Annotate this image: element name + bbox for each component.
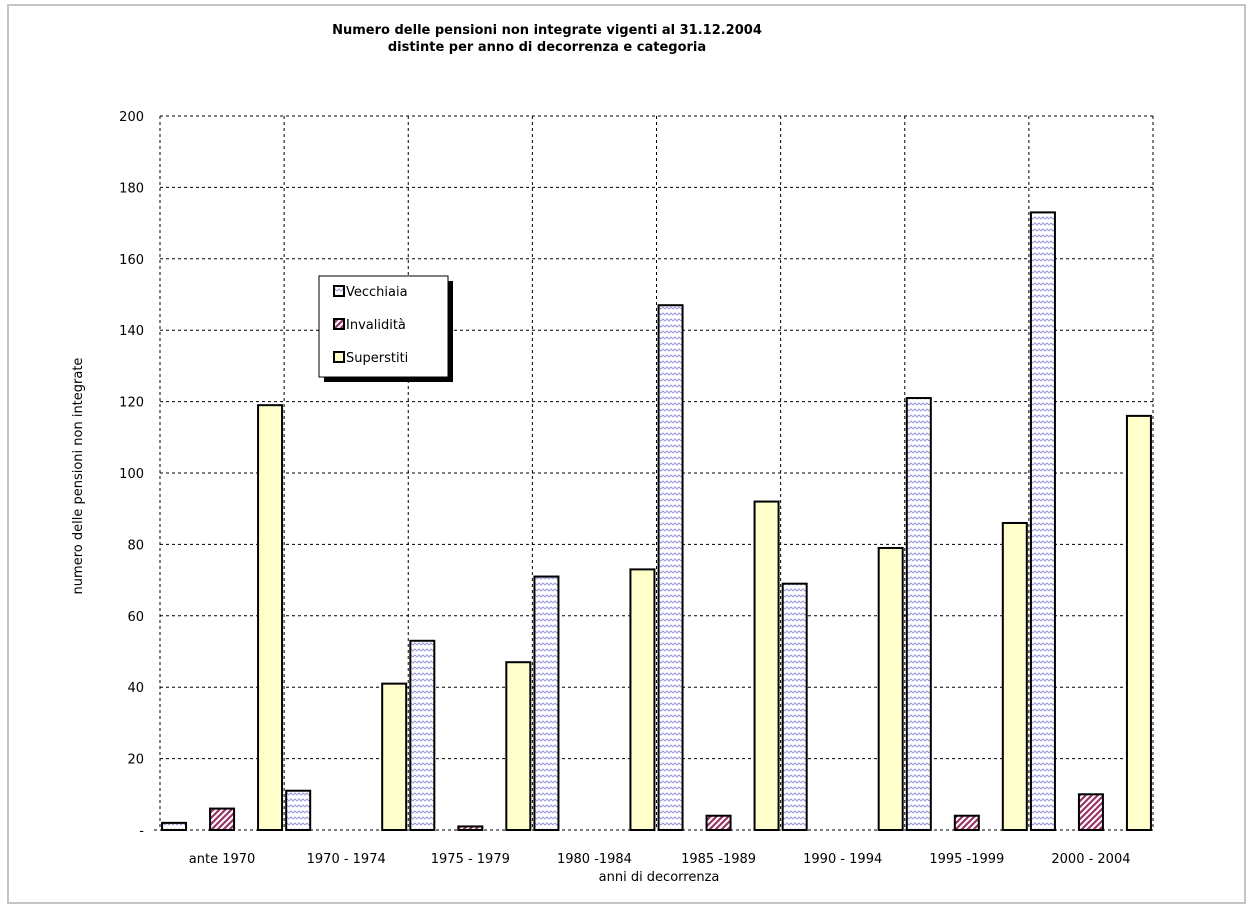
x-axis-label: anni di decorrenza xyxy=(599,870,720,885)
x-tick-label: 2000 - 2004 xyxy=(1051,852,1130,867)
bar-superstiti xyxy=(257,404,284,831)
x-tick-label: ante 1970 xyxy=(189,852,256,867)
chart-subtitle: distinte per anno di decorrenza e catego… xyxy=(388,40,706,55)
bar-superstiti xyxy=(877,546,904,831)
y-tick-label: 100 xyxy=(119,467,144,482)
y-tick-label: 180 xyxy=(119,181,144,196)
chart-frame: Numero delle pensioni non integrate vige… xyxy=(7,4,1246,904)
legend-label: Invalidità xyxy=(346,318,406,333)
y-tick-label: 160 xyxy=(119,253,144,268)
bar-invalidit xyxy=(705,814,732,831)
bar-superstiti xyxy=(1125,414,1152,831)
y-tick-label: 80 xyxy=(127,538,144,553)
y-tick-label: 20 xyxy=(127,753,144,768)
bar-vecchiaia xyxy=(905,397,932,831)
bar-superstiti xyxy=(1001,521,1028,831)
x-axis-ticks: ante 1970 1970 - 1974 1975 - 1979 1980 -198… xyxy=(189,852,1131,867)
x-tick-label: 1970 - 1974 xyxy=(307,852,386,867)
x-tick-label: 1990 - 1994 xyxy=(803,852,882,867)
chart-title: Numero delle pensioni non integrate vige… xyxy=(332,23,762,38)
y-axis-ticks: - 20 40 60 80 100 120 140 160 180 200 xyxy=(119,110,144,839)
legend-swatch xyxy=(333,351,345,363)
y-tick-label: - xyxy=(139,824,144,839)
legend-swatch xyxy=(333,285,345,297)
x-tick-label: 1980 -1984 xyxy=(557,852,632,867)
x-tick-label: 1975 - 1979 xyxy=(431,852,510,867)
bar-invalidit xyxy=(1077,793,1104,831)
bar-superstiti xyxy=(629,568,656,831)
bar-invalidit xyxy=(209,807,236,832)
y-tick-label: 40 xyxy=(127,681,144,696)
bar-vecchiaia xyxy=(285,789,312,831)
legend-label: Vecchiaia xyxy=(346,285,408,300)
y-tick-label: 200 xyxy=(119,110,144,125)
bar-invalidit xyxy=(457,825,484,831)
x-tick-label: 1985 -1989 xyxy=(681,852,756,867)
legend-swatch xyxy=(333,318,345,330)
y-tick-label: 60 xyxy=(127,610,144,625)
bar-superstiti xyxy=(381,682,408,831)
bar-vecchiaia xyxy=(657,304,684,831)
bar-invalidit xyxy=(953,814,980,831)
y-tick-label: 120 xyxy=(119,396,144,411)
legend-label: Superstiti xyxy=(346,351,408,366)
bar-vecchiaia xyxy=(533,575,560,832)
bar-superstiti xyxy=(753,500,780,831)
bar-chart: Numero delle pensioni non integrate vige… xyxy=(71,23,1154,885)
bars xyxy=(161,211,1152,832)
bar-vecchiaia xyxy=(781,582,808,831)
y-tick-label: 140 xyxy=(119,324,144,339)
bar-vecchiaia xyxy=(1029,211,1056,831)
x-tick-label: 1995 -1999 xyxy=(929,852,1004,867)
y-axis-label: numero delle pensioni non integrate xyxy=(71,358,86,595)
bar-vecchiaia xyxy=(161,821,188,831)
bar-vecchiaia xyxy=(409,639,436,831)
bar-superstiti xyxy=(505,661,532,832)
legend: Vecchiaia Invalidità Superstiti xyxy=(318,275,453,382)
